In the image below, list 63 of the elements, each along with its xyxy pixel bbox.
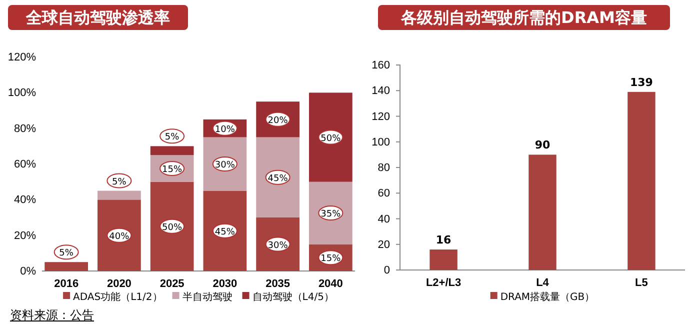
chart-title: 各级别自动驾驶所需的DRAM容量 bbox=[400, 8, 647, 27]
x-tick-label: 2025 bbox=[160, 278, 184, 290]
bar bbox=[256, 218, 300, 271]
y-tick-label: 20% bbox=[14, 230, 36, 242]
y-tick-label: 40% bbox=[14, 194, 36, 206]
data-label: 5% bbox=[112, 177, 127, 188]
bar bbox=[256, 137, 300, 218]
legend-label: 半自动驾驶 bbox=[182, 291, 232, 303]
x-tick-label: L2+/L3 bbox=[426, 276, 462, 289]
chart-title: 全球自动驾驶渗透率 bbox=[25, 8, 170, 27]
data-label: 16 bbox=[436, 234, 452, 246]
bar bbox=[44, 262, 88, 271]
y-tick-label: 40 bbox=[378, 213, 390, 226]
data-label: 90 bbox=[534, 138, 550, 152]
bar bbox=[309, 92, 352, 182]
bar bbox=[528, 154, 556, 270]
y-tick-label: 0% bbox=[20, 266, 36, 278]
x-tick-label: 2035 bbox=[266, 278, 290, 290]
data-label: 35% bbox=[320, 210, 342, 220]
data-label: 15% bbox=[320, 254, 342, 264]
x-tick-label: 2020 bbox=[106, 278, 132, 290]
data-label: 50% bbox=[162, 222, 183, 233]
data-label: 30% bbox=[214, 160, 236, 170]
y-tick-label: 160 bbox=[372, 60, 390, 72]
data-label: 30% bbox=[268, 240, 288, 251]
legend-label: DRAM搭载量（GB） bbox=[500, 291, 595, 303]
x-tick-label: 2030 bbox=[212, 278, 238, 290]
bar bbox=[628, 92, 656, 270]
data-label: 20% bbox=[268, 116, 288, 126]
x-tick-label: L5 bbox=[635, 276, 648, 289]
x-tick-label: 2040 bbox=[318, 278, 343, 290]
y-tick-label: 80% bbox=[14, 122, 36, 135]
bar bbox=[309, 182, 352, 244]
data-label: 45% bbox=[214, 227, 236, 238]
data-label: 15% bbox=[162, 164, 183, 175]
data-label: 139 bbox=[630, 76, 653, 89]
y-tick-label: 120 bbox=[372, 110, 390, 123]
y-tick-label: 80 bbox=[378, 162, 390, 174]
y-tick-label: 0 bbox=[384, 264, 390, 277]
data-label: 50% bbox=[320, 134, 342, 144]
legend-label: ADAS功能（L1/2） bbox=[73, 291, 162, 303]
x-tick-label: L4 bbox=[536, 276, 550, 289]
data-label: 40% bbox=[109, 232, 130, 242]
data-label: 10% bbox=[214, 124, 236, 135]
bar bbox=[150, 146, 194, 156]
y-tick-label: 100% bbox=[8, 87, 36, 100]
text: 资料来源：公告 bbox=[10, 308, 94, 322]
y-tick-label: 140 bbox=[372, 85, 390, 98]
bar bbox=[430, 250, 458, 270]
data-label: 5% bbox=[164, 132, 180, 143]
legend-label: 自动驾驶（L4/5） bbox=[252, 291, 334, 303]
y-tick-label: 120% bbox=[8, 52, 36, 64]
bar bbox=[203, 190, 247, 271]
y-tick-label: 100 bbox=[372, 136, 390, 148]
bar bbox=[150, 182, 194, 271]
y-tick-label: 60 bbox=[378, 188, 390, 200]
y-tick-label: 60% bbox=[14, 158, 36, 171]
x-tick-label: 2016 bbox=[54, 278, 79, 290]
data-label: 5% bbox=[59, 248, 74, 259]
y-tick-label: 20 bbox=[378, 238, 390, 251]
bar bbox=[98, 200, 141, 271]
data-label: 45% bbox=[268, 174, 288, 184]
bar bbox=[98, 190, 141, 200]
